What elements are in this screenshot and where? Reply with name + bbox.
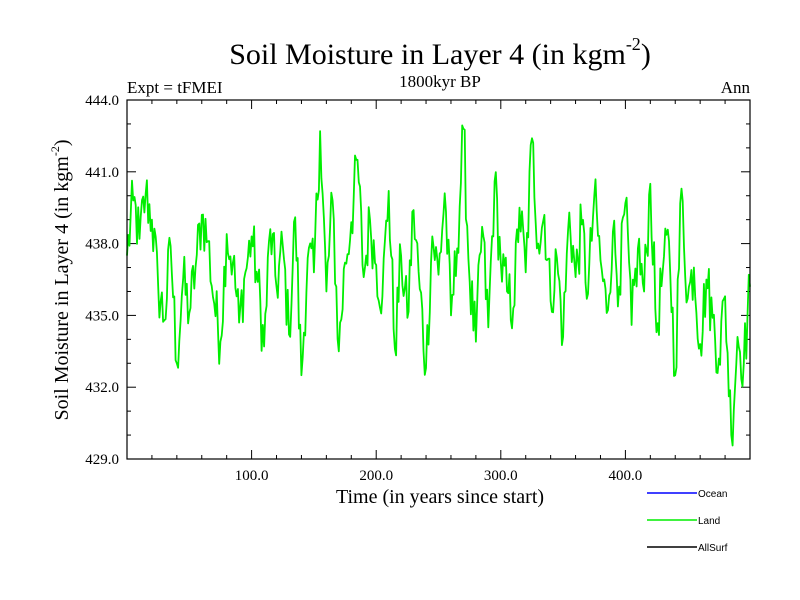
series-line-land (126, 124, 751, 447)
experiment-label: Expt = tFMEI (127, 78, 223, 97)
y-tick-label: 441.0 (85, 165, 119, 181)
legend-label-ocean: Ocean (698, 489, 727, 500)
y-axis-label: Soil Moisture in Layer 4 (in kgm-2) (48, 139, 73, 420)
season-label: Ann (721, 78, 751, 97)
y-tick-label: 429.0 (85, 452, 119, 468)
chart-title-superscript: -2 (626, 34, 641, 54)
x-axis-label: Time (in years since start) (336, 486, 544, 508)
legend-label-allsurf: AllSurf (698, 543, 728, 554)
legend: Ocean Land AllSurf (647, 489, 728, 554)
legend-item-ocean: Ocean (647, 489, 727, 500)
chart-title: Soil Moisture in Layer 4 (in kgm-2) (229, 34, 651, 71)
y-axis-label-superscript: -2 (48, 146, 62, 156)
x-tick-label: 100.0 (235, 468, 269, 484)
chart-title-close: ) (641, 38, 651, 71)
legend-item-allsurf: AllSurf (647, 543, 728, 554)
x-tick-label: 200.0 (359, 468, 393, 484)
y-tick-label: 438.0 (85, 237, 119, 253)
legend-label-land: Land (698, 516, 720, 527)
y-tick-label: 435.0 (85, 308, 119, 324)
x-tick-label: 300.0 (484, 468, 518, 484)
y-tick-label: 444.0 (85, 93, 119, 109)
plot-frame (126, 99, 751, 460)
x-tick-label: 400.0 (609, 468, 643, 484)
y-axis-label-close: ) (51, 139, 73, 146)
subtitle-label: 1800kyr BP (399, 72, 481, 91)
y-tick-label: 432.0 (85, 380, 119, 396)
legend-item-land: Land (647, 516, 720, 527)
